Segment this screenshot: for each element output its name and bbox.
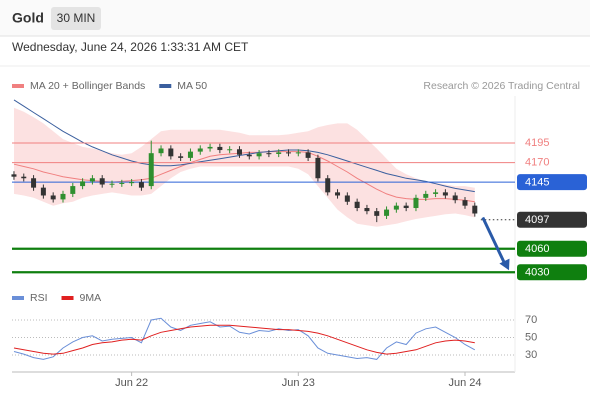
bollinger-band	[14, 107, 475, 227]
y-tick-label: 30	[525, 349, 537, 361]
candle-body	[295, 152, 301, 154]
candle-body	[462, 200, 468, 206]
candle-body	[413, 197, 419, 209]
candle-body	[197, 148, 203, 152]
candle-body	[119, 182, 125, 184]
candle-body	[129, 182, 135, 184]
level-box	[517, 264, 587, 281]
x-tick-label: Jun 24	[448, 377, 481, 389]
candle-body	[452, 195, 458, 201]
candle-body	[178, 156, 184, 158]
candle-body	[31, 178, 37, 188]
interval-box[interactable]	[51, 7, 101, 30]
candle-body	[158, 148, 164, 154]
candle-body	[286, 152, 292, 154]
candle-body	[335, 192, 341, 196]
candle-body	[423, 193, 429, 198]
interval[interactable]: 30 MIN	[57, 11, 96, 25]
x-tick-label: Jun 23	[282, 377, 315, 389]
level-label: 4170	[525, 156, 549, 168]
candle-body	[442, 192, 448, 196]
candle-body	[256, 153, 262, 157]
candle-body	[80, 181, 86, 187]
candle-body	[354, 201, 360, 209]
legend-swatch	[12, 296, 24, 300]
y-tick-label: 70	[525, 314, 537, 326]
legend-swatch	[61, 296, 74, 300]
ma-line	[13, 99, 475, 193]
candle-body	[374, 211, 380, 216]
candle-body	[227, 149, 233, 151]
level-label: 4060	[525, 243, 549, 255]
candle-body	[433, 192, 439, 194]
candle-body	[11, 174, 17, 177]
candle-body	[403, 205, 409, 209]
legend-label: RSI	[30, 292, 48, 304]
level-box	[517, 174, 587, 191]
candle-body	[70, 186, 76, 194]
instrument: Gold	[12, 10, 44, 26]
arrow-head	[499, 258, 510, 271]
level-box	[517, 211, 587, 228]
candle-body	[40, 187, 46, 196]
legend-label: 9MA	[80, 292, 102, 304]
candle-body	[207, 146, 213, 149]
legend-swatch	[12, 84, 24, 88]
timestamp: Wednesday, June 24, 2026 1:33:31 AM CET	[12, 40, 249, 54]
candle-body	[60, 193, 66, 200]
candle-body	[21, 176, 27, 179]
candle-body	[217, 146, 223, 151]
candle-body	[384, 209, 390, 216]
level-label: 4195	[525, 137, 549, 149]
candle-body	[305, 152, 311, 158]
level-label: 4145	[525, 177, 549, 189]
candle-body	[276, 152, 282, 154]
candle-body	[364, 208, 370, 212]
projection-arrow	[481, 216, 507, 265]
candle-body	[109, 183, 115, 185]
candle-body	[325, 178, 331, 193]
candle-body	[315, 157, 321, 179]
legend-label: MA 50	[177, 80, 207, 92]
level-label: 4097	[525, 214, 549, 226]
x-tick-label: Jun 22	[115, 377, 148, 389]
candle-body	[168, 148, 174, 157]
candle-body	[50, 195, 56, 200]
candle-body	[246, 154, 252, 157]
candle-body	[344, 195, 350, 202]
candle-body	[236, 149, 242, 155]
level-label: 4030	[525, 267, 549, 279]
candle-body	[393, 205, 399, 210]
candle-body	[138, 182, 144, 188]
candle-body	[148, 153, 154, 187]
indicator-line	[13, 317, 476, 360]
y-tick-label: 50	[525, 331, 537, 343]
candle-body	[266, 153, 272, 155]
candle-body	[89, 178, 95, 182]
indicator-line	[13, 324, 475, 355]
legend-label: MA 20 + Bollinger Bands	[30, 80, 145, 92]
legend-swatch	[159, 84, 172, 88]
candle-body	[472, 205, 478, 214]
candle-body	[99, 178, 105, 185]
copyright: Research © 2026 Trading Central	[423, 80, 580, 92]
level-box	[517, 240, 587, 257]
candle-body	[187, 151, 193, 158]
